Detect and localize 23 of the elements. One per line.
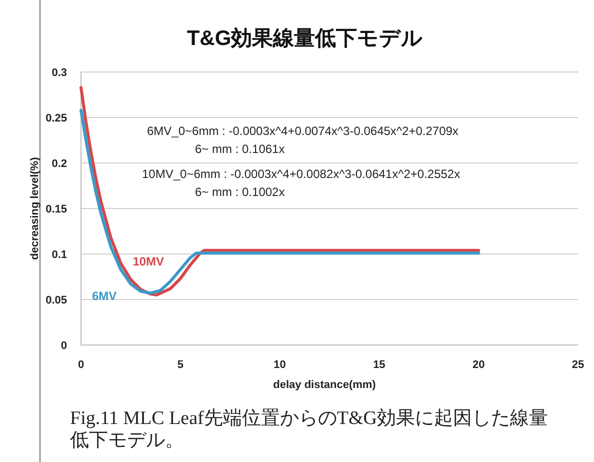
x-tick-label: 0	[78, 359, 84, 371]
y-tick-label: 0.1	[52, 249, 67, 261]
x-tick-label: 10	[274, 359, 286, 371]
x-axis-title: delay distance(mm)	[273, 379, 376, 391]
annotation: 6~ mm : 0.1061x	[195, 142, 285, 156]
y-tick-label: 0.05	[46, 294, 67, 306]
x-tick-label: 20	[472, 359, 485, 371]
annotation: 10MV_0~6mm : -0.0003x^4+0.0082x^3-0.0641x^2+0.2552x	[142, 167, 460, 181]
x-tick-label: 25	[572, 359, 584, 371]
x-tick-label: 15	[373, 359, 386, 371]
y-tick-label: 0.3	[52, 67, 67, 79]
series-label: 10MV	[132, 254, 164, 268]
chart-title: T&G効果線量低下モデル	[186, 27, 424, 50]
annotation: 6MV_0~6mm : -0.0003x^4+0.0074x^3-0.0645x^2+0.2709x	[147, 124, 458, 138]
caption: Fig.11 MLC Leaf先端位置からのT&G効果に起因した線量低下モデル。	[70, 408, 549, 452]
y-tick-label: 0.15	[46, 204, 67, 216]
annotation: 6~ mm : 0.1002x	[195, 185, 285, 199]
y-tick-label: 0.25	[46, 112, 67, 124]
series-label: 6MV	[92, 289, 117, 304]
y-tick-label: 0	[60, 340, 67, 352]
y-tick-label: 0.2	[52, 158, 67, 170]
x-tick-label: 5	[177, 359, 184, 371]
y-axis-title: decreasing level(%)	[29, 156, 41, 260]
